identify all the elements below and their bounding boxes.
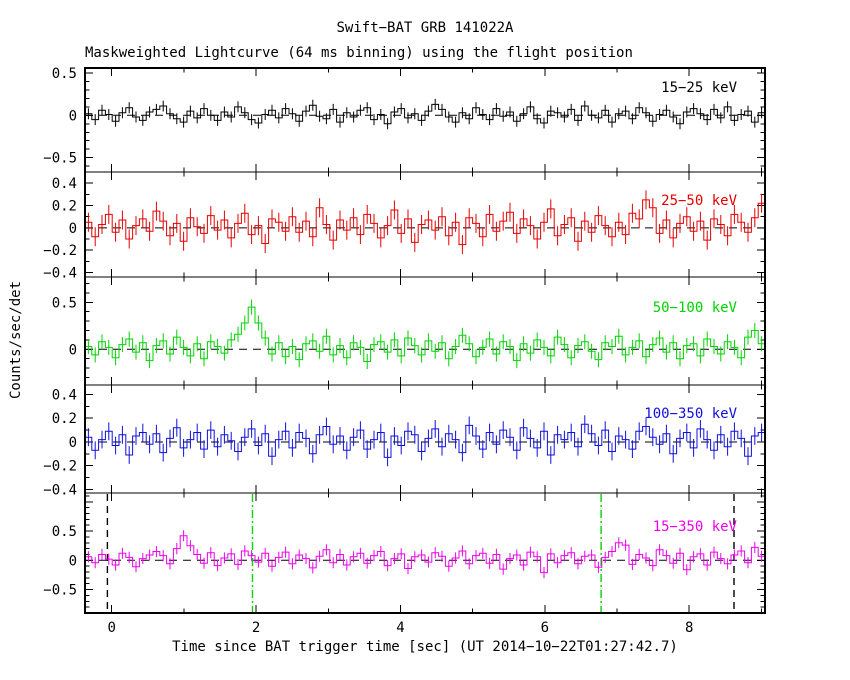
figure-subtitle: Maskweighted Lightcurve (64 ms binning) … [85, 45, 633, 61]
panel-2: 0.4 0.2 0 −0.2 −0.4 [43, 171, 765, 282]
svg-text:0: 0 [107, 620, 115, 636]
band-label-50-100-kev: 50−100 keV [652, 300, 737, 316]
errorbars-5 [87, 530, 763, 579]
series-step-4 [85, 423, 765, 458]
y-axis-label: Counts/sec/det [8, 280, 24, 400]
svg-text:0: 0 [69, 553, 77, 569]
svg-text:−0.4: −0.4 [43, 266, 77, 282]
svg-text:−0.2: −0.2 [43, 243, 77, 259]
panel-1: 0.5 0 −0.5 [43, 66, 765, 172]
panel-4: 0.4 0.2 0 −0.2 −0.4 [43, 385, 765, 498]
svg-text:0.5: 0.5 [52, 524, 77, 540]
x-axis-label: Time since BAT trigger time [sec] (UT 20… [172, 639, 678, 655]
svg-text:0.5: 0.5 [52, 66, 77, 82]
svg-text:−0.5: −0.5 [43, 151, 77, 167]
svg-text:0: 0 [69, 435, 77, 451]
panel-5: 0.5 0 −0.5 [43, 493, 765, 614]
series-step-5 [85, 535, 765, 574]
svg-text:−0.2: −0.2 [43, 459, 77, 475]
panel-3: 0.50 [52, 277, 765, 385]
series-step-1 [85, 103, 765, 125]
series-step-2 [85, 199, 765, 246]
svg-text:0: 0 [69, 221, 77, 237]
svg-text:0.2: 0.2 [52, 411, 77, 427]
band-label-15-350-kev: 15−350 keV [652, 519, 737, 535]
svg-text:0.5: 0.5 [52, 295, 77, 311]
page-title: Swift−BAT GRB 141022A [336, 20, 514, 36]
svg-text:2: 2 [252, 620, 260, 636]
svg-text:0: 0 [69, 108, 77, 124]
svg-text:6: 6 [541, 620, 549, 636]
svg-text:8: 8 [685, 620, 693, 636]
svg-text:−0.5: −0.5 [43, 583, 77, 599]
band-label-100-350-kev: 100−350 keV [644, 406, 737, 422]
band-label-25-50-kev: 25−50 keV [661, 193, 737, 209]
svg-text:0.4: 0.4 [52, 388, 77, 404]
svg-text:0.2: 0.2 [52, 199, 77, 215]
series-step-3 [85, 306, 765, 362]
band-label-15-25-kev: 15−25 keV [661, 80, 737, 96]
svg-text:0.4: 0.4 [52, 176, 77, 192]
svg-text:−0.4: −0.4 [43, 482, 77, 498]
svg-text:0: 0 [69, 342, 77, 358]
svg-text:4: 4 [396, 620, 404, 636]
